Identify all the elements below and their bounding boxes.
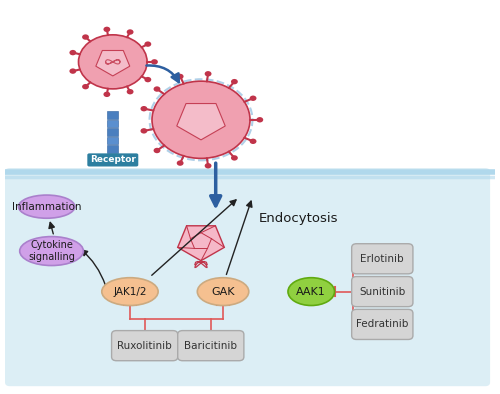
Circle shape [126, 29, 134, 35]
Circle shape [126, 89, 134, 95]
FancyBboxPatch shape [178, 331, 244, 361]
Circle shape [151, 59, 158, 65]
Text: Endocytosis: Endocytosis [259, 212, 339, 225]
Circle shape [154, 148, 160, 153]
Text: GAK: GAK [212, 286, 235, 297]
Text: Sunitinib: Sunitinib [359, 286, 406, 297]
Ellipse shape [78, 35, 147, 89]
Text: Ruxolitinib: Ruxolitinib [118, 341, 172, 351]
FancyBboxPatch shape [108, 145, 118, 152]
Text: Inflammation: Inflammation [12, 202, 82, 212]
Text: Erlotinib: Erlotinib [360, 254, 404, 264]
Circle shape [82, 34, 89, 40]
Circle shape [140, 106, 147, 112]
Circle shape [140, 128, 147, 134]
FancyBboxPatch shape [352, 244, 413, 274]
Circle shape [204, 163, 212, 169]
Circle shape [204, 71, 212, 76]
Circle shape [176, 160, 184, 166]
Text: Receptor: Receptor [90, 155, 136, 164]
FancyBboxPatch shape [5, 168, 490, 386]
Circle shape [82, 84, 89, 89]
FancyBboxPatch shape [112, 331, 178, 361]
Ellipse shape [152, 81, 250, 158]
Ellipse shape [198, 278, 249, 305]
Circle shape [70, 50, 76, 55]
Circle shape [144, 41, 152, 47]
FancyBboxPatch shape [352, 309, 413, 340]
FancyBboxPatch shape [352, 277, 413, 307]
Circle shape [231, 79, 238, 84]
Circle shape [104, 92, 110, 97]
Circle shape [250, 95, 256, 101]
Ellipse shape [102, 278, 158, 305]
Text: Cytokine
signalling: Cytokine signalling [28, 240, 75, 262]
FancyBboxPatch shape [108, 128, 118, 136]
Circle shape [256, 117, 263, 123]
Circle shape [154, 86, 160, 92]
Text: Fedratinib: Fedratinib [356, 320, 408, 329]
Text: JAK1/2: JAK1/2 [113, 286, 146, 297]
FancyBboxPatch shape [88, 153, 138, 167]
FancyBboxPatch shape [108, 137, 118, 144]
Circle shape [144, 77, 152, 82]
Ellipse shape [288, 278, 335, 305]
Polygon shape [96, 50, 130, 76]
Circle shape [70, 69, 76, 74]
Polygon shape [177, 104, 225, 140]
Ellipse shape [20, 236, 84, 266]
FancyBboxPatch shape [108, 111, 118, 119]
Circle shape [104, 27, 110, 32]
Circle shape [176, 74, 184, 79]
Ellipse shape [18, 195, 75, 218]
Circle shape [250, 139, 256, 144]
Text: Baricitinib: Baricitinib [184, 341, 238, 351]
Circle shape [231, 155, 238, 161]
FancyBboxPatch shape [108, 120, 118, 127]
Text: AAK1: AAK1 [296, 286, 326, 297]
Polygon shape [178, 226, 224, 261]
